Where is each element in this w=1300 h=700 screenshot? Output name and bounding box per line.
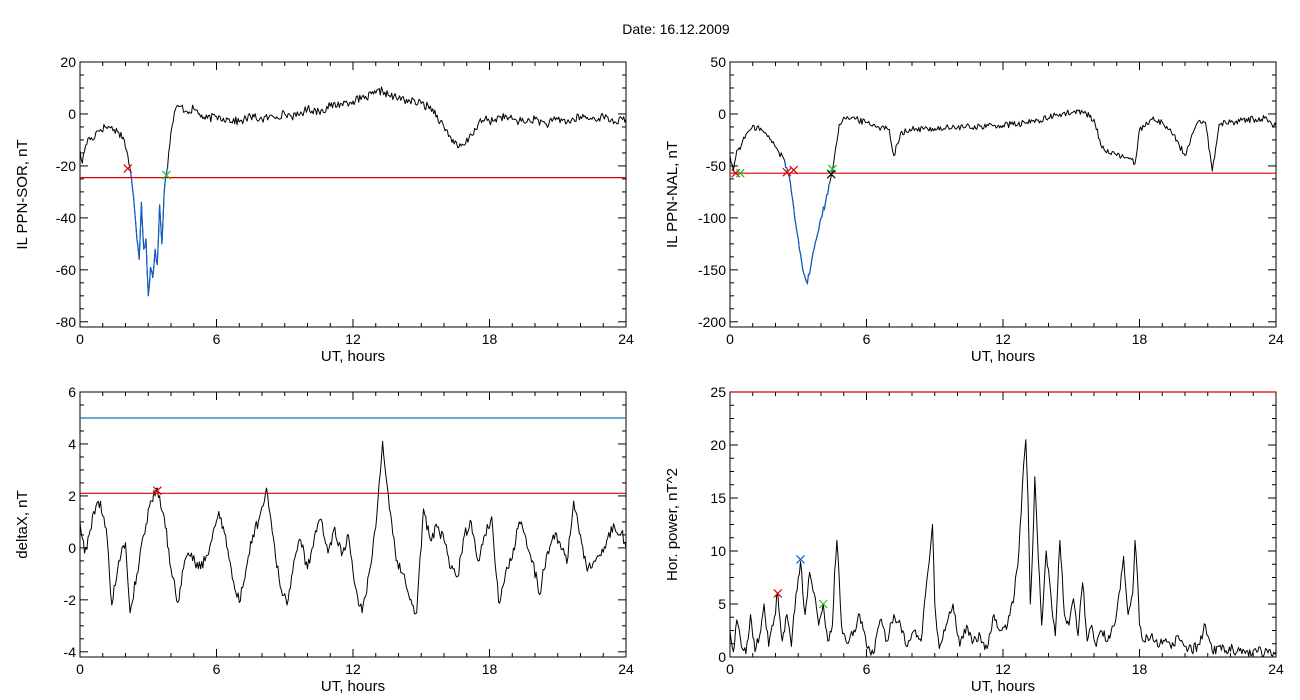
data-layer [730,109,1276,286]
x-tick-label: 12 [995,331,1011,347]
series-line [80,86,626,297]
x-axis-label: UT, hours [971,678,1035,695]
y-tick-label: -20 [56,158,76,174]
y-tick-label: -200 [698,314,726,330]
plot-frame [729,61,1277,328]
x-tick-label: 24 [618,661,634,677]
x-tick-label: 18 [482,661,498,677]
y-axis-label: IL PPN-SOR, nT [14,139,31,249]
y-tick-label: -60 [56,262,76,278]
x-tick-label: 12 [995,661,1011,677]
panel-ppn-nal: 0 6 12 18 24 -200 -150 -100 -50 0 50 UT, hours IL PP… [664,54,1284,365]
x-tick-label: 0 [726,331,734,347]
x-tick-label: 18 [1132,331,1148,347]
y-axis-label: deltaX, nT [14,490,31,558]
series-line [730,439,1276,657]
y-tick-label: -150 [698,262,726,278]
event-marker [152,486,162,496]
x-tick-label: 24 [1268,331,1284,347]
y-tick-label: 2 [68,488,76,504]
x-tick-label: 18 [1132,661,1148,677]
event-marker [789,165,799,175]
y-axis-label: Hor. power, nT^2 [664,468,681,581]
plot-frame [729,391,1277,658]
y-tick-label: 0 [718,649,726,665]
highlight-segment [129,166,169,296]
series-line [80,440,626,615]
y-tick-label: 0 [68,106,76,122]
x-tick-label: 0 [76,661,84,677]
event-marker [826,169,836,179]
x-tick-label: 6 [863,331,871,347]
panel-hor-power: 0 6 12 18 24 0 5 10 15 20 25 UT, hours Hor. power, n… [664,384,1284,695]
y-tick-label: 20 [710,437,726,453]
event-marker [818,599,828,609]
y-tick-label: 10 [710,543,726,559]
y-tick-label: -50 [706,158,726,174]
event-marker [773,588,783,598]
x-tick-label: 12 [345,661,361,677]
x-tick-label: 24 [618,331,634,347]
event-marker [796,555,805,564]
y-tick-label: -100 [698,210,726,226]
y-tick-label: -4 [64,644,77,660]
x-tick-label: 6 [213,331,221,347]
x-axis-label: UT, hours [321,678,385,695]
y-tick-label: 20 [60,54,76,70]
x-tick-label: 24 [1268,661,1284,677]
y-tick-label: -2 [64,592,77,608]
x-tick-label: 0 [726,661,734,677]
x-axis-label: UT, hours [321,348,385,365]
data-layer [80,86,626,297]
x-tick-label: 18 [482,331,498,347]
x-tick-label: 6 [863,661,871,677]
panel-ppn-sor: 0 6 12 18 24 -80 -60 -40 -20 0 20 UT, hours IL PPN-S… [14,54,634,365]
x-tick-label: 0 [76,331,84,347]
x-tick-label: 6 [213,661,221,677]
y-axis-label: IL PPN-NAL, nT [664,141,681,248]
x-tick-label: 12 [345,331,361,347]
event-marker [782,167,792,177]
y-tick-label: 15 [710,490,726,506]
y-tick-label: -80 [56,314,76,330]
y-tick-label: 0 [68,540,76,556]
y-tick-label: 6 [68,384,76,400]
y-tick-label: 5 [718,596,726,612]
event-marker [735,168,745,178]
highlight-segment [784,160,831,286]
y-tick-label: 50 [710,54,726,70]
data-layer [730,439,1276,657]
y-tick-label: 0 [718,106,726,122]
y-tick-label: 4 [68,436,76,452]
x-axis-label: UT, hours [971,348,1035,365]
event-marker [827,164,837,174]
date-label: Date: 16.12.2009 [622,21,730,37]
y-tick-label: -40 [56,210,76,226]
event-marker [162,170,171,180]
y-tick-label: 25 [710,384,726,400]
data-layer [80,440,626,615]
event-marker [123,164,133,173]
plot-frame [79,391,627,658]
